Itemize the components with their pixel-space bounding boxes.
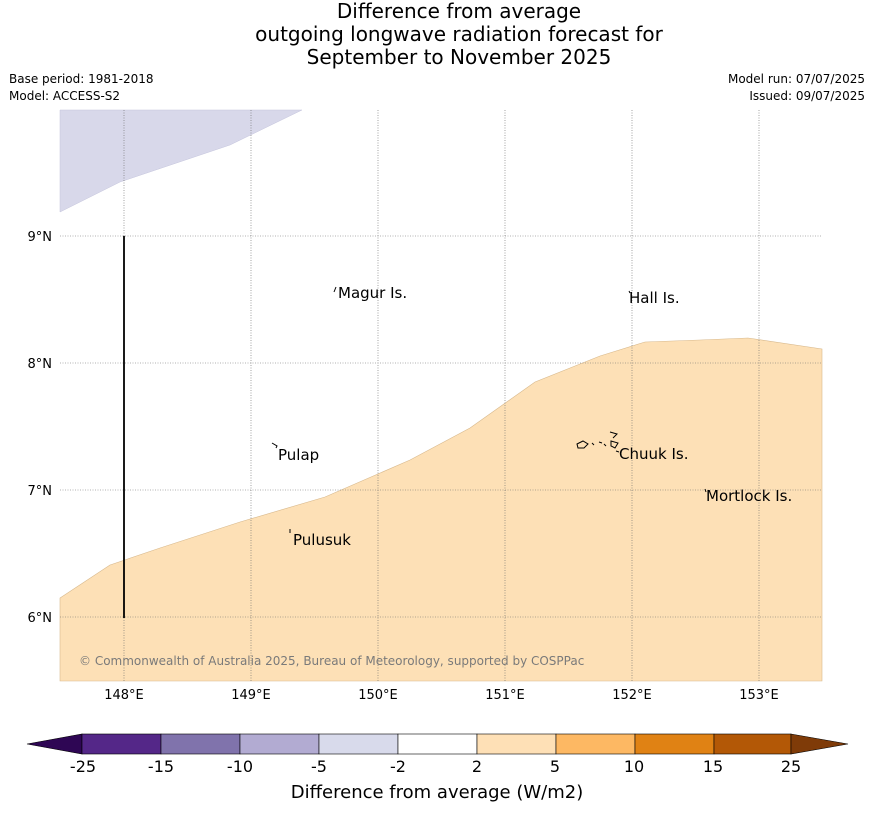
colorbar-tick: 15 [703, 757, 723, 776]
island-hall [628, 290, 631, 294]
lat-label-6n: 6°N [28, 611, 53, 626]
colorbar-bin-4 [318, 733, 399, 755]
colorbar-tick: -25 [70, 757, 96, 776]
colorbar-bin-7 [555, 733, 636, 755]
meta-left: Base period: 1981-2018 Model: ACCESS-S2 [9, 71, 154, 105]
colorbar-tick: 10 [624, 757, 644, 776]
colorbar-tick: -2 [390, 757, 406, 776]
issued-date: Issued: 09/07/2025 [749, 89, 865, 103]
colorbar-bin-8 [634, 733, 715, 755]
island-mortlock [704, 488, 707, 493]
colorbar-bin-2 [160, 733, 241, 755]
lat-label-9n: 9°N [28, 230, 53, 245]
colorbar-bin-5 [397, 733, 478, 755]
colorbar: -25 -15 -10 -5 -2 2 5 10 15 25 Differenc… [26, 733, 849, 803]
colorbar-bin-1 [81, 733, 162, 755]
model-run: Model run: 07/07/2025 [727, 72, 865, 86]
meta-right: Model run: 07/07/2025 Issued: 09/07/2025 [728, 71, 865, 105]
lon-label-149e: 149°E [231, 688, 271, 703]
chart-title: Difference from average outgoing longwav… [0, 0, 873, 69]
lat-label-7n: 7°N [28, 484, 53, 499]
island-chuuk [576, 431, 620, 453]
lon-label-152e: 152°E [612, 688, 652, 703]
colorbar-bin-6 [476, 733, 557, 755]
colorbar-bin-9 [713, 733, 792, 755]
colorbar-label: Difference from average (W/m2) [291, 782, 583, 803]
colorbar-tick: 25 [781, 757, 801, 776]
island-magur [333, 286, 337, 293]
place-mortlock: Mortlock Is. [706, 487, 792, 505]
place-hall: Hall Is. [629, 289, 680, 307]
positive-anomaly-region [59, 337, 823, 682]
title-line-2: outgoing longwave radiation forecast for [255, 22, 663, 46]
colorbar-bin-3 [239, 733, 320, 755]
colorbar-tick: 5 [550, 757, 560, 776]
colorbar-max-extension [790, 733, 849, 755]
lon-label-148e: 148°E [104, 688, 144, 703]
base-period: Base period: 1981-2018 [9, 72, 154, 86]
gridlines [60, 110, 822, 681]
place-pulap: Pulap [278, 446, 319, 464]
colorbar-tick: 2 [472, 757, 482, 776]
colorbar-tick: -15 [148, 757, 174, 776]
model-name: Model: ACCESS-S2 [9, 89, 121, 103]
lon-label-151e: 151°E [485, 688, 525, 703]
lon-label-153e: 153°E [739, 688, 779, 703]
place-pulusuk: Pulusuk [293, 531, 351, 549]
lon-label-150e: 150°E [358, 688, 398, 703]
island-pulap [271, 442, 278, 449]
colorbar-tick: -5 [311, 757, 327, 776]
colorbar-tick: -10 [227, 757, 253, 776]
copyright-text: © Commonwealth of Australia 2025, Bureau… [79, 654, 584, 668]
title-line-1: Difference from average [336, 0, 582, 23]
colorbar-min-extension [26, 733, 83, 755]
negative-anomaly-region [59, 109, 303, 213]
place-magur: Magur Is. [338, 284, 407, 302]
island-outlines [271, 286, 707, 533]
lat-label-8n: 8°N [28, 357, 53, 372]
place-chuuk: Chuuk Is. [619, 445, 688, 463]
title-line-3: September to November 2025 [306, 45, 612, 69]
